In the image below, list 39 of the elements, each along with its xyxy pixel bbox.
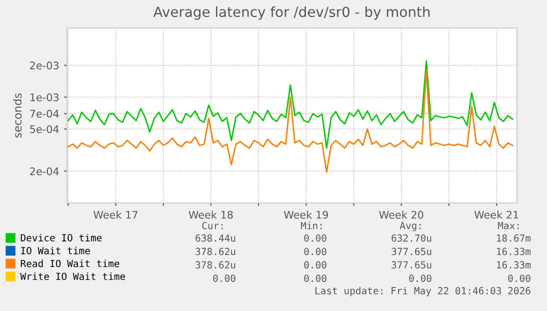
y-tick-label: 5e-04 <box>30 125 59 134</box>
x-tick-label: Week 18 <box>188 210 233 219</box>
text: Min: <box>300 222 322 230</box>
text: 0.00 <box>304 274 326 282</box>
text: 16.33m <box>497 248 531 256</box>
text: Cur: <box>202 222 223 230</box>
y-tick-label: 2e-03 <box>30 62 59 70</box>
y-tick-label: 2e-04 <box>30 167 59 176</box>
y-tick-label: 1e-03 <box>30 93 59 102</box>
x-tick-label: Week 19 <box>284 210 328 219</box>
text: 0.00 <box>304 234 326 242</box>
legend-label: Read IO Wait time <box>20 260 120 268</box>
x-tick-label: Week 17 <box>94 210 138 219</box>
text: 638.44u <box>196 234 236 242</box>
text: 0.00 <box>213 274 236 282</box>
text: 18.67m <box>497 234 531 242</box>
y-axis-title: seconds <box>13 93 22 138</box>
text: 377.65u <box>392 261 432 269</box>
line-series <box>67 69 514 173</box>
chart-title: Average latency for /dev/sr0 - by month <box>153 6 430 20</box>
y-tick-label: 7e-04 <box>30 110 59 118</box>
x-tick-label: Week 21 <box>474 210 518 219</box>
text: 0.00 <box>304 261 326 269</box>
line-series <box>67 60 514 149</box>
legend-label: Write IO Wait time <box>20 272 126 280</box>
text: 378.62u <box>196 248 236 256</box>
text: 0.00 <box>304 248 326 256</box>
x-tick-label: Week 20 <box>379 210 424 219</box>
text: 0.00 <box>409 274 432 282</box>
text: 0.00 <box>508 274 530 282</box>
text: 16.33m <box>497 261 531 269</box>
text: 378.62u <box>196 261 236 269</box>
text: 632.70u <box>392 234 432 242</box>
text: Last update: Fri May 22 01:46:03 2026 <box>315 286 530 296</box>
legend-label: Device IO time <box>20 234 102 242</box>
text: Avg: <box>400 222 421 232</box>
legend-label: IO Wait time <box>21 246 90 254</box>
text: Max: <box>498 222 519 230</box>
text: 377.65u <box>392 248 432 256</box>
